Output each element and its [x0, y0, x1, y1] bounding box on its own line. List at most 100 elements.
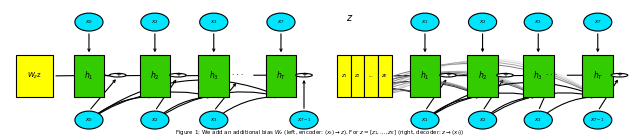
FancyArrowPatch shape	[88, 34, 90, 51]
FancyArrowPatch shape	[484, 96, 534, 118]
FancyArrowPatch shape	[387, 71, 535, 95]
FancyBboxPatch shape	[337, 55, 351, 97]
FancyArrowPatch shape	[360, 72, 535, 95]
FancyArrowPatch shape	[374, 60, 595, 95]
FancyBboxPatch shape	[140, 55, 170, 97]
FancyArrowPatch shape	[360, 89, 421, 95]
FancyArrowPatch shape	[394, 74, 436, 76]
FancyArrowPatch shape	[413, 75, 454, 77]
Text: $x_3$: $x_3$	[210, 18, 218, 26]
FancyArrowPatch shape	[91, 80, 115, 109]
Ellipse shape	[411, 13, 439, 31]
FancyArrowPatch shape	[346, 63, 595, 95]
FancyBboxPatch shape	[582, 55, 613, 97]
FancyArrowPatch shape	[56, 74, 106, 76]
FancyArrowPatch shape	[481, 34, 484, 51]
Circle shape	[109, 73, 126, 77]
Ellipse shape	[290, 111, 318, 129]
FancyArrowPatch shape	[360, 62, 595, 95]
Text: $x_{T-1}$: $x_{T-1}$	[297, 116, 311, 124]
Text: +: +	[502, 72, 508, 78]
FancyArrowPatch shape	[540, 84, 550, 109]
Text: $x_2$: $x_2$	[479, 18, 486, 26]
Text: +: +	[445, 72, 451, 78]
FancyArrowPatch shape	[387, 91, 422, 95]
FancyArrowPatch shape	[347, 81, 479, 95]
FancyArrowPatch shape	[374, 81, 479, 95]
FancyArrowPatch shape	[92, 92, 210, 119]
Text: $x_0$: $x_0$	[85, 18, 93, 26]
Ellipse shape	[141, 111, 169, 129]
FancyArrowPatch shape	[374, 90, 422, 95]
FancyArrowPatch shape	[374, 71, 535, 95]
FancyArrowPatch shape	[387, 81, 479, 95]
Ellipse shape	[141, 13, 169, 31]
Ellipse shape	[200, 13, 228, 31]
FancyArrowPatch shape	[269, 75, 310, 77]
FancyArrowPatch shape	[216, 84, 236, 109]
Text: $z_K$: $z_K$	[381, 72, 388, 80]
FancyArrowPatch shape	[485, 93, 594, 119]
FancyBboxPatch shape	[266, 55, 296, 97]
FancyArrowPatch shape	[586, 75, 625, 77]
Text: $z_2$: $z_2$	[355, 72, 361, 80]
Text: · · ·: · · ·	[232, 72, 244, 78]
FancyBboxPatch shape	[351, 55, 365, 97]
Text: $h_T$: $h_T$	[276, 70, 286, 82]
Ellipse shape	[524, 111, 552, 129]
Text: +: +	[115, 72, 121, 78]
Ellipse shape	[75, 111, 103, 129]
Text: +: +	[175, 72, 181, 78]
Text: $h_T$: $h_T$	[593, 70, 603, 82]
Text: $x_0$: $x_0$	[85, 116, 93, 124]
FancyArrowPatch shape	[596, 34, 599, 51]
FancyArrowPatch shape	[387, 59, 595, 95]
Ellipse shape	[468, 111, 497, 129]
FancyArrowPatch shape	[500, 74, 536, 76]
FancyArrowPatch shape	[347, 73, 535, 95]
Text: $x_T$: $x_T$	[594, 18, 602, 26]
FancyBboxPatch shape	[365, 55, 378, 97]
Text: Figure 1: We add an additional bias $W_z$ (left, encoder: $(x_t)\to z$). For $z=: Figure 1: We add an additional bias $W_z…	[175, 128, 465, 137]
Text: $h_2$: $h_2$	[150, 70, 160, 82]
FancyArrowPatch shape	[91, 96, 151, 118]
Circle shape	[497, 73, 513, 77]
Circle shape	[170, 73, 186, 77]
FancyBboxPatch shape	[467, 55, 498, 97]
FancyArrowPatch shape	[173, 74, 223, 76]
FancyArrowPatch shape	[360, 81, 479, 95]
FancyArrowPatch shape	[92, 80, 277, 118]
Text: $x_1$: $x_1$	[421, 116, 429, 124]
FancyArrowPatch shape	[427, 96, 479, 118]
Text: z: z	[346, 13, 351, 23]
Circle shape	[440, 73, 456, 77]
Text: $x_1$: $x_1$	[421, 18, 429, 26]
FancyArrowPatch shape	[157, 92, 277, 119]
FancyBboxPatch shape	[378, 55, 392, 97]
Text: $x_T$: $x_T$	[277, 18, 285, 26]
FancyArrowPatch shape	[426, 80, 445, 109]
Text: +: +	[301, 72, 307, 78]
FancyArrowPatch shape	[537, 34, 540, 51]
Ellipse shape	[584, 111, 612, 129]
FancyArrowPatch shape	[428, 93, 534, 118]
Text: $z_1$: $z_1$	[340, 72, 348, 80]
FancyArrowPatch shape	[471, 75, 511, 77]
Text: $x_2$: $x_2$	[479, 116, 486, 124]
FancyArrowPatch shape	[303, 81, 305, 108]
Text: $x_3$: $x_3$	[534, 116, 542, 124]
FancyArrowPatch shape	[107, 74, 166, 76]
FancyArrowPatch shape	[216, 95, 277, 118]
FancyBboxPatch shape	[74, 55, 104, 97]
FancyArrowPatch shape	[347, 88, 421, 96]
Ellipse shape	[411, 111, 439, 129]
Text: · · ·: · · ·	[546, 72, 557, 78]
Ellipse shape	[524, 13, 552, 31]
FancyArrowPatch shape	[427, 83, 594, 118]
Text: $x_{T-1}$: $x_{T-1}$	[591, 116, 605, 124]
Text: +: +	[616, 72, 623, 78]
Text: $h_3$: $h_3$	[533, 70, 543, 82]
Text: $x_2$: $x_2$	[151, 116, 159, 124]
Text: $h_3$: $h_3$	[209, 70, 219, 82]
Ellipse shape	[75, 13, 103, 31]
